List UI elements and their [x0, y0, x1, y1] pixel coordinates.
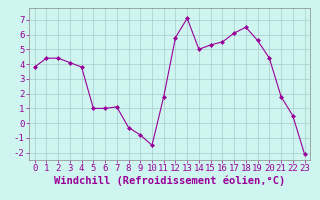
X-axis label: Windchill (Refroidissement éolien,°C): Windchill (Refroidissement éolien,°C) — [54, 176, 285, 186]
